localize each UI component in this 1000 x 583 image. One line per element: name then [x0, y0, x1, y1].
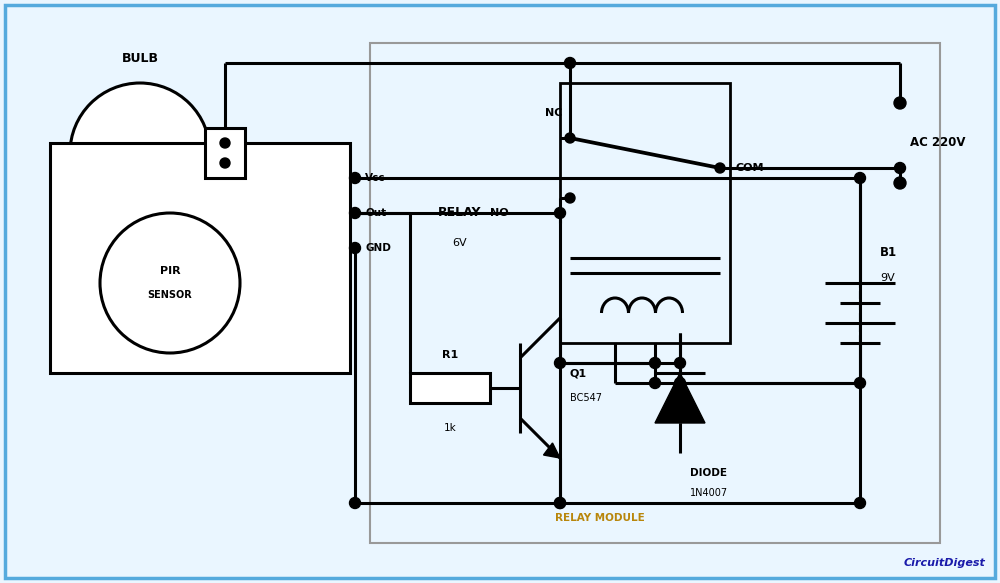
- Circle shape: [565, 133, 575, 143]
- Text: 1k: 1k: [444, 423, 456, 433]
- Text: NO: NO: [490, 208, 509, 218]
- Circle shape: [854, 173, 866, 184]
- Text: R1: R1: [442, 350, 458, 360]
- Circle shape: [564, 58, 576, 68]
- Circle shape: [350, 173, 360, 184]
- Circle shape: [894, 97, 906, 109]
- Circle shape: [70, 83, 210, 223]
- Text: RELAY: RELAY: [438, 206, 482, 220]
- Text: BC547: BC547: [570, 393, 602, 403]
- Text: NC: NC: [545, 108, 562, 118]
- Circle shape: [554, 357, 566, 368]
- Bar: [205, 128, 245, 178]
- Text: BULB: BULB: [122, 51, 158, 65]
- Text: PIR: PIR: [160, 266, 180, 276]
- Bar: [370, 43, 940, 543]
- Text: 9V: 9V: [880, 273, 895, 283]
- Circle shape: [565, 193, 575, 203]
- Bar: [50, 143, 350, 373]
- Circle shape: [895, 163, 906, 174]
- Circle shape: [350, 497, 360, 508]
- Polygon shape: [544, 443, 560, 458]
- Circle shape: [894, 177, 906, 189]
- Circle shape: [674, 378, 686, 388]
- Text: SENSOR: SENSOR: [148, 290, 192, 300]
- Polygon shape: [655, 373, 705, 423]
- Text: 6V: 6V: [453, 238, 467, 248]
- Circle shape: [715, 163, 725, 173]
- Text: GND: GND: [365, 243, 391, 253]
- Circle shape: [650, 378, 660, 388]
- Circle shape: [220, 138, 230, 148]
- Circle shape: [650, 357, 660, 368]
- Text: 1N4007: 1N4007: [690, 488, 728, 498]
- Text: Out: Out: [365, 208, 386, 218]
- Text: RELAY MODULE: RELAY MODULE: [555, 513, 645, 523]
- Circle shape: [554, 208, 566, 219]
- Bar: [410, 373, 490, 403]
- Text: CircuitDigest: CircuitDigest: [903, 558, 985, 568]
- Circle shape: [350, 208, 360, 219]
- Circle shape: [854, 378, 866, 388]
- Text: DIODE: DIODE: [690, 468, 727, 478]
- Text: B1: B1: [880, 247, 897, 259]
- Circle shape: [554, 497, 566, 508]
- Text: COM: COM: [735, 163, 764, 173]
- Bar: [560, 83, 730, 343]
- Circle shape: [854, 497, 866, 508]
- Circle shape: [674, 357, 686, 368]
- Circle shape: [100, 213, 240, 353]
- Text: AC 220V: AC 220V: [910, 136, 966, 149]
- Circle shape: [220, 158, 230, 168]
- Circle shape: [554, 497, 566, 508]
- Text: Vcc: Vcc: [365, 173, 386, 183]
- Circle shape: [350, 243, 360, 254]
- Text: Q1: Q1: [570, 368, 587, 378]
